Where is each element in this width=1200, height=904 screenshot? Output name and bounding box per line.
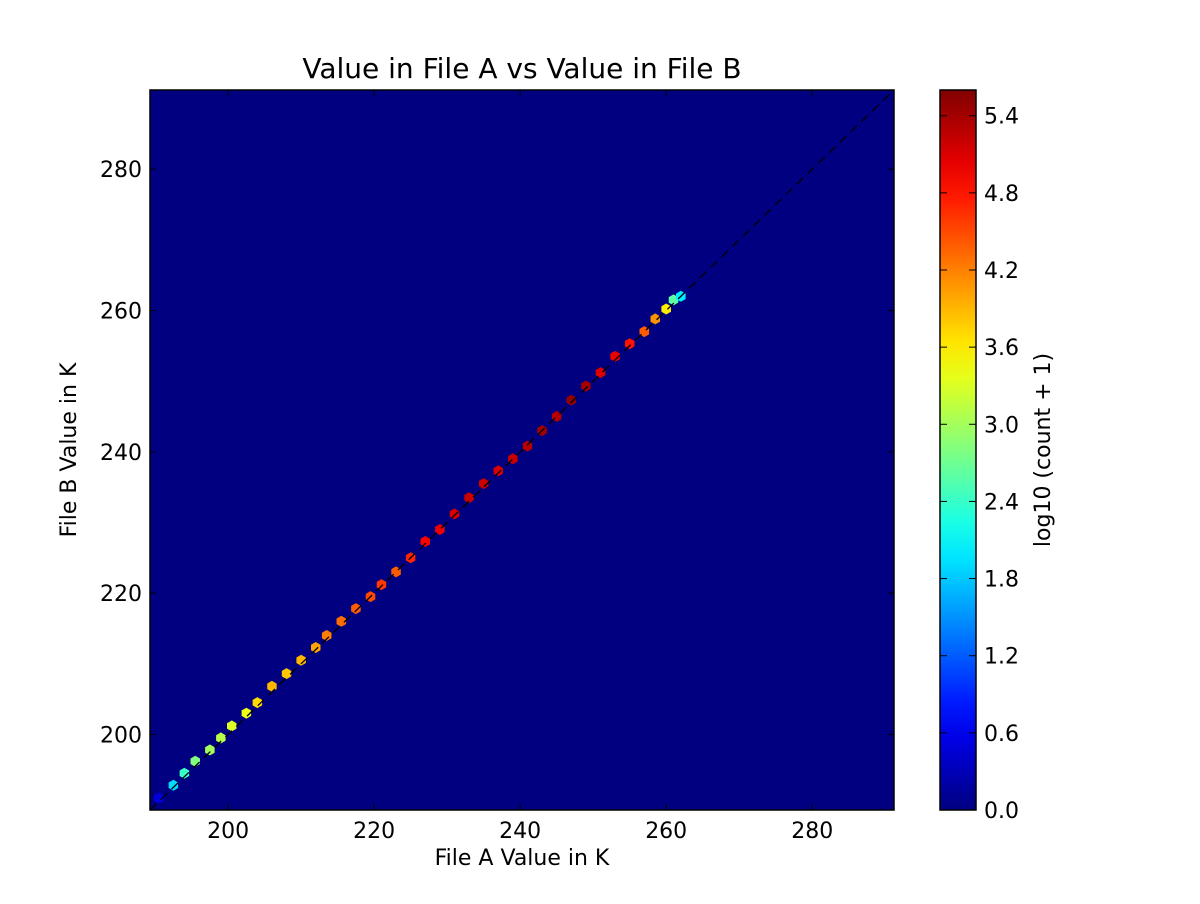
hexbin-cell [296,654,306,666]
y-tick-label: 280 [100,158,142,183]
hexbin-cell [661,303,671,315]
y-tick-label: 260 [100,299,142,324]
hexbin-cell [478,478,489,490]
hexbin-cell [464,492,474,504]
hexbin-cell [241,707,252,719]
colorbar-tick-label: 1.8 [984,568,1019,593]
chart-title: Value in File A vs Value in File B [302,52,741,85]
hexbin-cell [227,720,237,732]
colorbar: 0.0 0.6 1.2 1.8 2.4 3.0 3.6 4.2 4.8 5.4 [939,89,1019,824]
hexbin-cell [595,367,606,379]
hexbin-cell [205,744,215,756]
plot-area: 200 220 240 260 280 200 220 240 260 280 [100,89,895,844]
colorbar-tick-label: 1.2 [984,645,1019,670]
x-tick-label: 280 [791,819,833,844]
colorbar-tick-label: 0.6 [984,722,1019,747]
y-tick-label: 200 [100,723,142,748]
colorbar-tick-label: 4.8 [984,182,1019,207]
hexbin-cell [321,630,332,641]
hexbin-cell [179,767,190,779]
x-axis-label: File A Value in K [435,846,610,871]
hexbin-cell [311,642,321,653]
hexbin-cell [336,615,347,627]
colorbar-tick-label: 4.2 [984,259,1019,284]
colorbar-tick-label: 0.0 [984,799,1019,824]
hexbin-cell [624,338,635,350]
colorbar-label: log10 (count + 1) [1031,353,1056,547]
x-tick-label: 200 [207,819,249,844]
x-tick-label: 260 [645,819,687,844]
hexbin-cell [216,732,226,744]
hexbin-cell [668,294,679,306]
hexbin-cell [168,779,179,791]
hexbin-cell [281,668,292,680]
hexbin-cell [154,792,164,804]
hexbin-cell [566,394,576,406]
hexbin-cell [449,508,460,520]
y-tick-label: 220 [100,582,142,607]
hexbin-cell [522,440,533,452]
hexbin-cell [351,603,361,615]
colorbar-tick-label: 3.6 [984,336,1019,361]
hexbin-cell [376,579,387,591]
hexbin-cell [610,350,620,362]
hexbin-cell [650,313,660,325]
y-axis-label: File B Value in K [57,362,82,537]
y-tick-label: 240 [100,441,142,466]
plot-frame [149,89,895,811]
colorbar-tick-label: 3.0 [984,413,1019,438]
colorbar-gradient [939,89,977,811]
hexbin-cell [420,536,430,547]
colorbar-tick-label: 2.4 [984,490,1019,515]
hexbin-cell [581,380,591,392]
reference-line [150,90,894,810]
hexbin-cell [493,465,503,477]
x-tick-label: 220 [353,819,395,844]
colorbar-tick-label: 5.4 [984,105,1019,130]
hexbin-cell [252,697,263,709]
x-tick-label: 240 [499,819,541,844]
